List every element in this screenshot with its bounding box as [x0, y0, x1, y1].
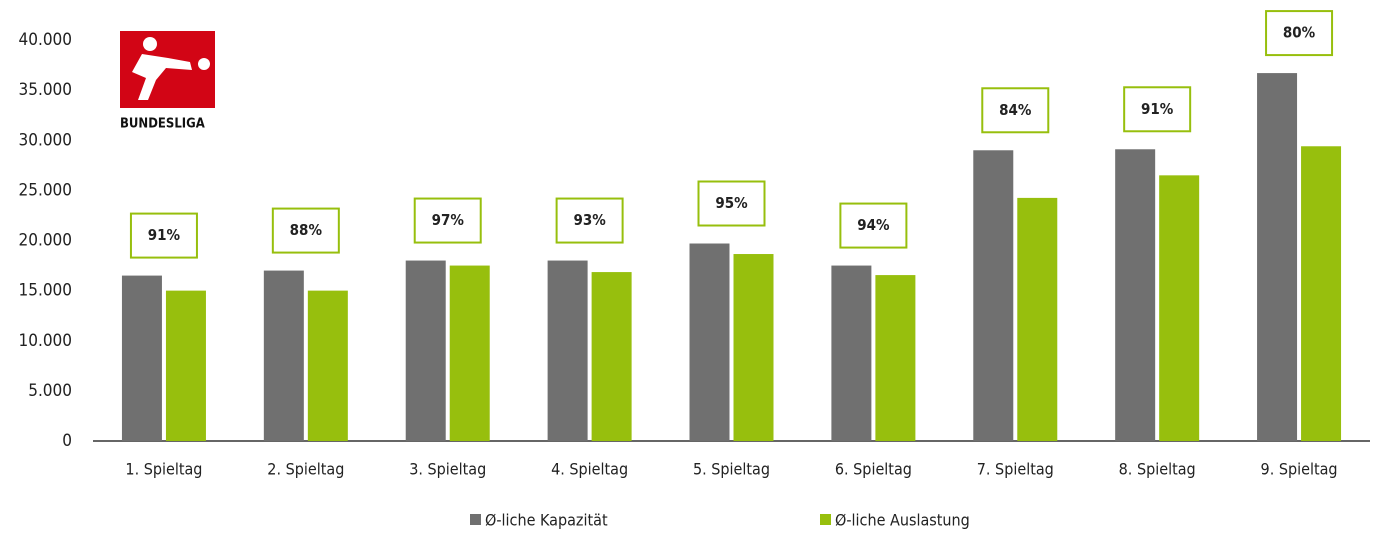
- y-tick-label: 0: [62, 431, 72, 451]
- x-tick-label: 7. Spieltag: [977, 460, 1054, 479]
- annotation: 84%: [999, 101, 1032, 119]
- bar: [165, 290, 206, 441]
- annotation-box: [1265, 10, 1334, 57]
- bar: [449, 265, 490, 441]
- x-tick-label: 6. Spieltag: [835, 460, 912, 479]
- annotation: 88%: [290, 221, 323, 239]
- y-tick-label: 15.000: [19, 281, 73, 301]
- annotation-box: [697, 180, 766, 227]
- legend-swatch: [820, 514, 831, 525]
- y-tick-label: 35.000: [19, 80, 73, 100]
- annotation: 94%: [857, 216, 890, 234]
- y-tick-label: 30.000: [19, 130, 73, 150]
- y-tick-label: 25.000: [19, 180, 73, 200]
- bar: [733, 254, 774, 441]
- annotation: 93%: [573, 211, 606, 229]
- legend-label: Ø-liche Auslastung: [835, 511, 970, 530]
- y-tick-label: 5.000: [28, 381, 72, 401]
- annotation: 97%: [432, 211, 465, 229]
- bar: [591, 272, 632, 441]
- x-tick-label: 1. Spieltag: [125, 460, 202, 479]
- bar: [405, 260, 446, 441]
- logo-figure: [143, 37, 157, 51]
- bar: [1017, 197, 1058, 441]
- bar: [547, 260, 588, 441]
- bar: [307, 290, 348, 441]
- x-tick-label: 4. Spieltag: [551, 460, 628, 479]
- bar: [875, 275, 916, 441]
- legend-swatch: [470, 514, 481, 525]
- logo-figure: [132, 54, 192, 100]
- x-tick-label: 9. Spieltag: [1261, 460, 1338, 479]
- bar: [1257, 73, 1298, 442]
- annotation-box: [555, 197, 624, 244]
- bar: [689, 243, 730, 441]
- logo-text: BUNDESLIGA: [120, 117, 205, 132]
- legend-label: Ø-liche Kapazität: [485, 511, 608, 530]
- annotation-box: [839, 202, 908, 249]
- y-tick-label: 10.000: [19, 331, 73, 351]
- annotation-box: [129, 212, 198, 259]
- logo: BUNDESLIGA: [120, 31, 215, 132]
- bar: [973, 150, 1014, 441]
- x-tick-label: 5. Spieltag: [693, 460, 770, 479]
- annotation: 91%: [148, 226, 181, 244]
- annotation-box: [981, 87, 1050, 134]
- annotation: 91%: [1141, 100, 1174, 118]
- logo-ball: [198, 58, 210, 70]
- annotation-box: [271, 207, 340, 254]
- bar: [1301, 146, 1342, 441]
- bar: [1115, 149, 1156, 441]
- x-tick-label: 3. Spieltag: [409, 460, 486, 479]
- bar: [1159, 175, 1200, 441]
- annotation: 95%: [715, 194, 748, 212]
- x-tick-label: 2. Spieltag: [267, 460, 344, 479]
- annotation-box: [413, 197, 482, 244]
- bar: [831, 265, 872, 441]
- bar: [263, 270, 304, 441]
- y-tick-label: 20.000: [19, 231, 73, 251]
- annotation-box: [1123, 86, 1192, 133]
- y-tick-label: 40.000: [19, 30, 73, 50]
- bar: [121, 275, 162, 441]
- x-tick-label: 8. Spieltag: [1119, 460, 1196, 479]
- annotation: 80%: [1283, 24, 1316, 42]
